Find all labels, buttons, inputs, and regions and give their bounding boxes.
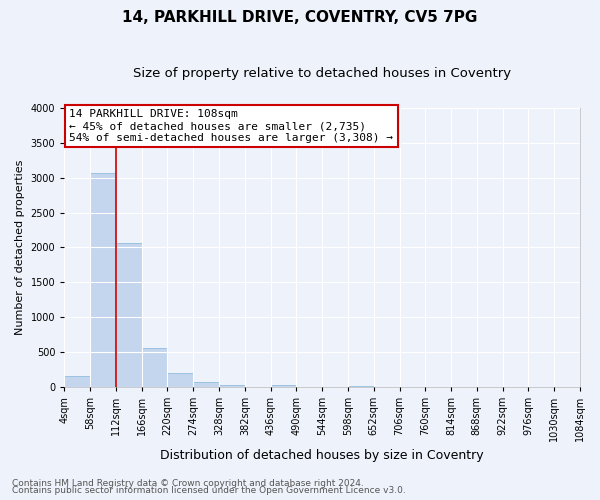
Bar: [90, 173, 116, 387]
Text: 14, PARKHILL DRIVE, COVENTRY, CV5 7PG: 14, PARKHILL DRIVE, COVENTRY, CV5 7PG: [122, 10, 478, 25]
Text: Contains HM Land Registry data © Crown copyright and database right 2024.: Contains HM Land Registry data © Crown c…: [12, 478, 364, 488]
Y-axis label: Number of detached properties: Number of detached properties: [15, 160, 25, 335]
Text: Contains public sector information licensed under the Open Government Licence v3: Contains public sector information licen…: [12, 486, 406, 495]
Bar: [271, 386, 296, 387]
Bar: [348, 386, 374, 387]
Title: Size of property relative to detached houses in Coventry: Size of property relative to detached ho…: [133, 68, 511, 80]
X-axis label: Distribution of detached houses by size in Coventry: Distribution of detached houses by size …: [160, 450, 484, 462]
Bar: [64, 376, 90, 387]
Bar: [193, 382, 219, 387]
Bar: [167, 372, 193, 387]
Bar: [142, 348, 167, 387]
Text: 14 PARKHILL DRIVE: 108sqm
← 45% of detached houses are smaller (2,735)
54% of se: 14 PARKHILL DRIVE: 108sqm ← 45% of detac…: [70, 110, 394, 142]
Bar: [116, 244, 142, 387]
Bar: [219, 385, 245, 387]
